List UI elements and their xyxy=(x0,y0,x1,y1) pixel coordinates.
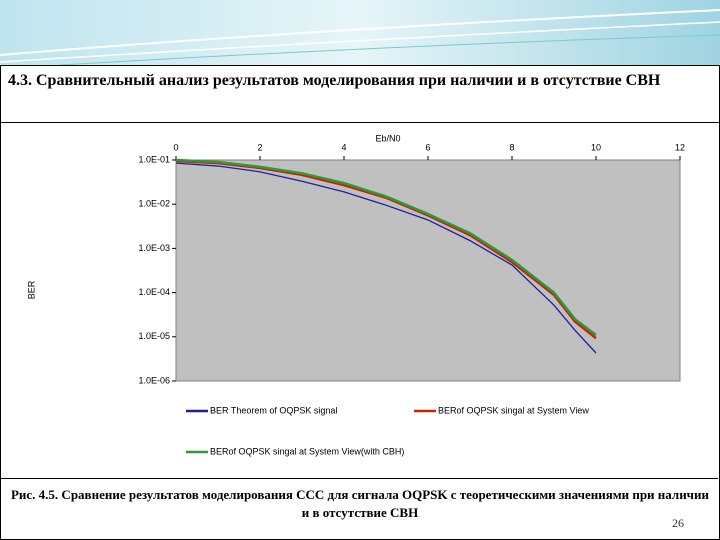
x-tick-label: 0 xyxy=(173,142,178,152)
y-axis-title: BER xyxy=(26,280,36,299)
x-tick-label: 12 xyxy=(675,142,685,152)
x-tick-label: 8 xyxy=(509,142,514,152)
x-tick-label: 10 xyxy=(591,142,601,152)
x-axis-title: Eb/N0 xyxy=(375,133,400,143)
plot-area xyxy=(175,159,681,382)
x-tick-label: 2 xyxy=(257,142,262,152)
header-decor xyxy=(0,9,720,65)
x-tick-label: 4 xyxy=(341,142,346,152)
series-line xyxy=(175,158,597,336)
legend-label: BERof OQPSK singal at System View(with C… xyxy=(210,446,404,456)
y-tick-label: 1.0E-01 xyxy=(138,154,170,164)
x-tick-label: 6 xyxy=(425,142,430,152)
y-tick-label: 1.0E-04 xyxy=(138,287,170,297)
y-tick-label: 1.0E-02 xyxy=(138,199,170,209)
page-number: 26 xyxy=(672,516,684,530)
caption-divider xyxy=(0,478,718,479)
legend-label: BERof OQPSK singal at System View xyxy=(438,405,589,415)
figure-caption: Рис. 4.5. Сравнение результатов моделиро… xyxy=(10,487,709,520)
y-tick-label: 1.0E-06 xyxy=(138,375,170,385)
y-tick-label: 1.0E-05 xyxy=(138,331,170,341)
legend-label: BER Theorem of OQPSK signal xyxy=(210,405,337,415)
series-line xyxy=(175,162,597,354)
header-band xyxy=(0,0,720,65)
slide-heading: 4.3. Сравнительный анализ результатов мо… xyxy=(8,72,661,89)
y-tick-label: 1.0E-03 xyxy=(138,243,170,253)
